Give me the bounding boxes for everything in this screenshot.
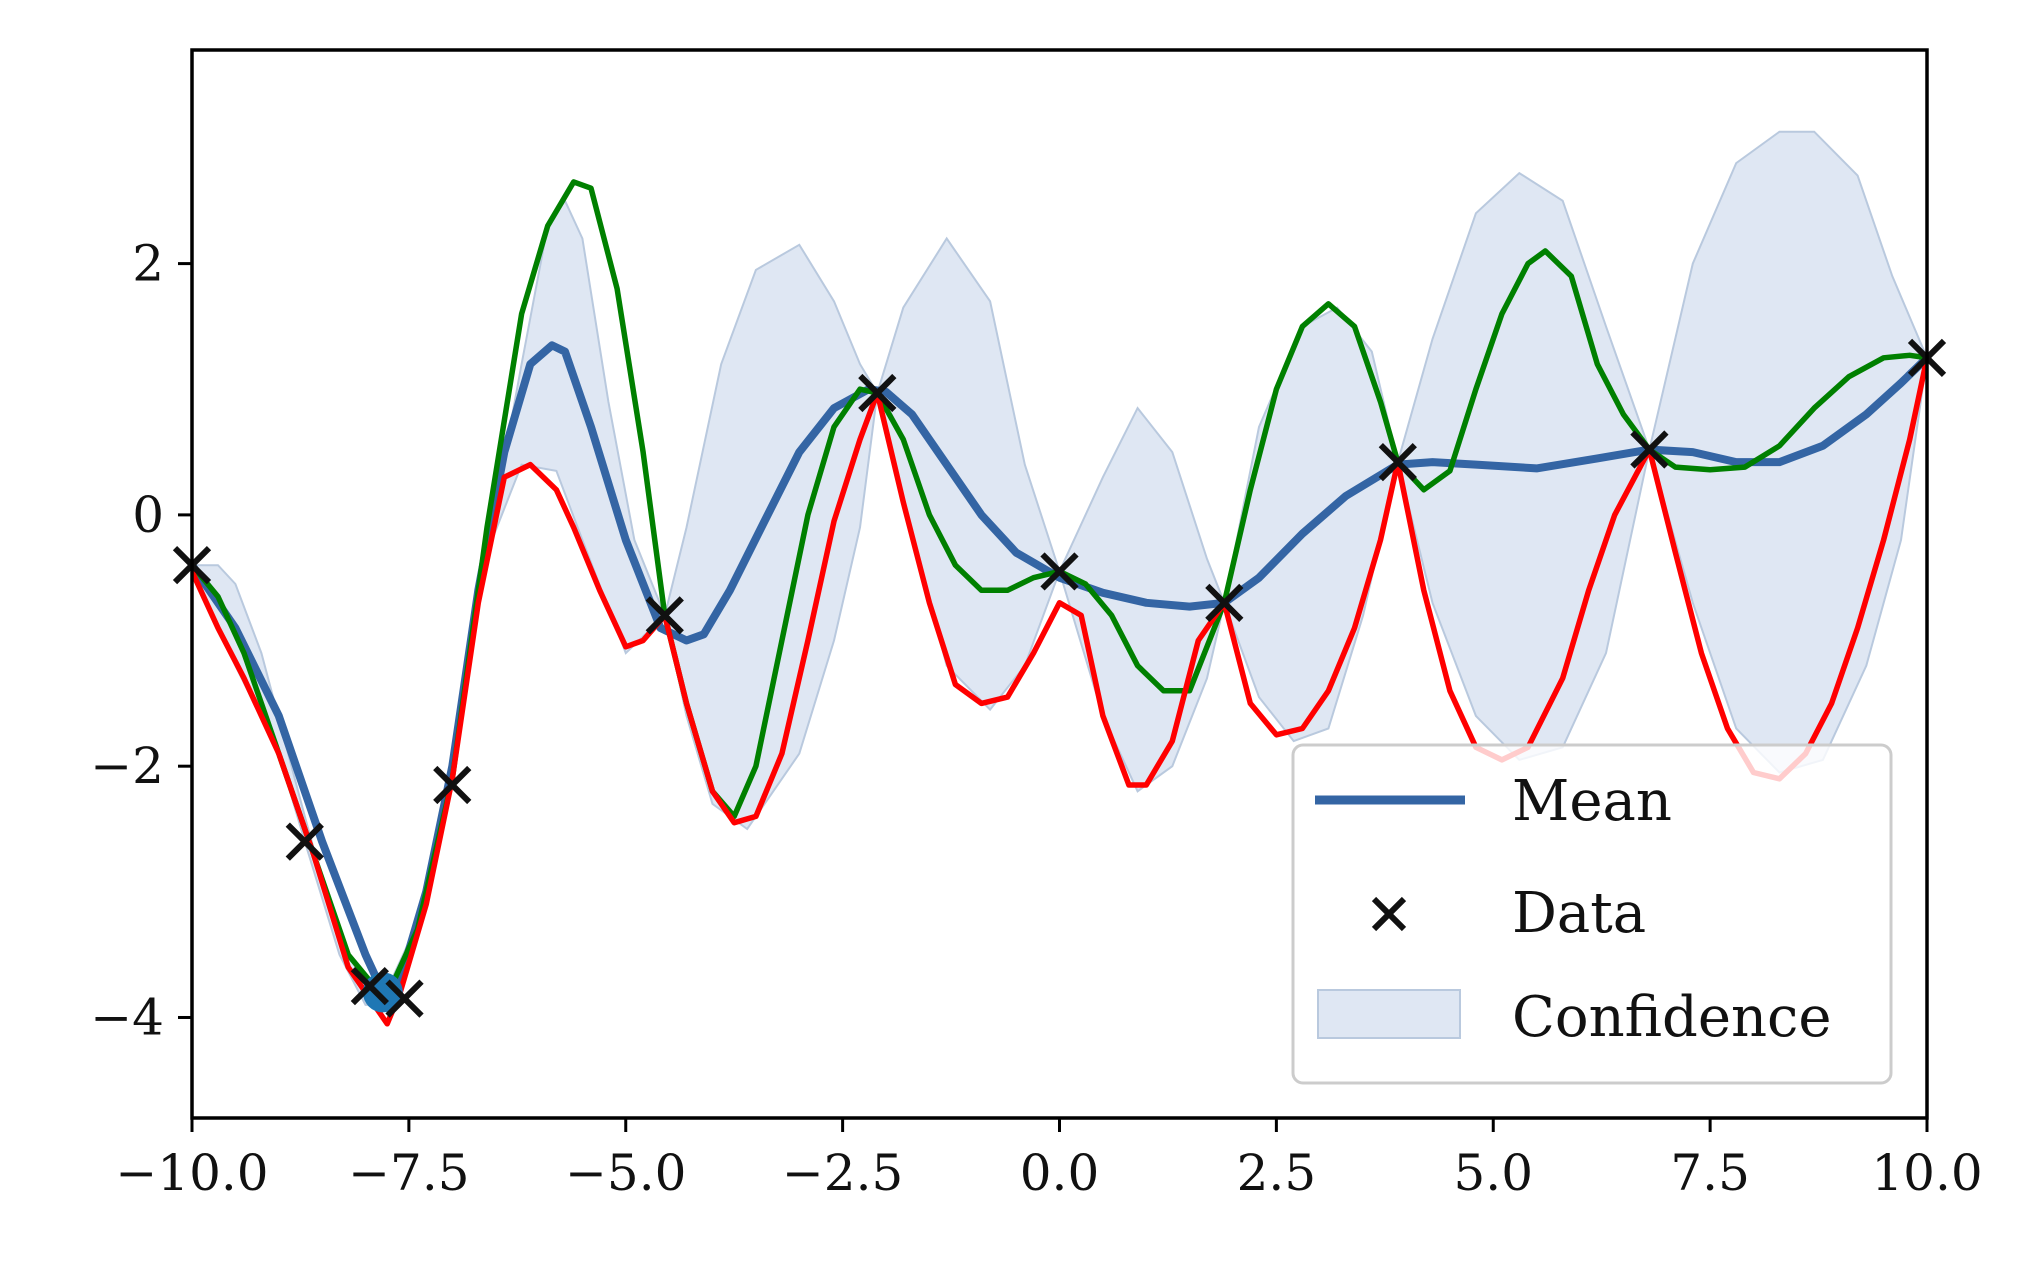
data-point-marker-stroke-b xyxy=(1630,430,1669,469)
legend-data-label: Data xyxy=(1512,881,1646,946)
y-tick-label: −2 xyxy=(90,737,164,795)
x-tick-label: 5.0 xyxy=(1453,1144,1533,1202)
data-point-marker-stroke-b xyxy=(1205,583,1244,622)
x-tick-label: −2.5 xyxy=(782,1144,903,1202)
plot-area xyxy=(172,130,1947,1027)
data-point-marker xyxy=(285,822,324,861)
x-tick-label: −10.0 xyxy=(115,1144,268,1202)
legend-data-marker xyxy=(1371,896,1407,932)
legend: Mean Data Confidence xyxy=(1291,743,1893,1085)
data-point-marker xyxy=(1630,430,1669,469)
data-point-marker xyxy=(385,979,424,1018)
axis-ticks: −10.0 −7.5 −5.0 −2.5 0.0 2.5 5.0 7.5 10.0 −4 −2 0 2 xyxy=(90,235,1982,1202)
data-point-marker-stroke-b xyxy=(385,979,424,1018)
data-point-marker-stroke-b xyxy=(433,765,472,805)
data-point-marker xyxy=(433,765,472,805)
y-tick-label: 2 xyxy=(132,235,164,293)
x-tick-label: 7.5 xyxy=(1670,1144,1750,1202)
data-point-marker xyxy=(645,596,684,635)
data-point-marker-stroke-b xyxy=(350,966,389,1006)
sample-line-green xyxy=(192,179,1927,989)
data-point-marker-stroke-b xyxy=(1378,443,1417,482)
data-point-marker xyxy=(1378,443,1417,482)
confidence-band xyxy=(192,130,1927,1006)
x-tick-label: −7.5 xyxy=(348,1144,469,1202)
sample-line-red xyxy=(192,357,1927,1027)
data-point-marker xyxy=(858,373,897,413)
legend-confidence-label: Confidence xyxy=(1512,985,1832,1050)
data-point-marker xyxy=(1205,583,1244,622)
data-point-marker-stroke-b xyxy=(1040,552,1079,591)
legend-confidence-swatch xyxy=(1317,989,1461,1039)
plot-content xyxy=(192,130,1927,1027)
x-tick-label: −5.0 xyxy=(565,1144,686,1202)
y-tick-label: −4 xyxy=(90,988,164,1046)
x-tick-label: 10.0 xyxy=(1871,1144,1982,1202)
data-point-marker-stroke-b xyxy=(858,373,897,413)
legend-mean-label: Mean xyxy=(1512,769,1672,834)
y-tick-label: 0 xyxy=(132,486,164,544)
data-point-marker xyxy=(350,966,389,1006)
data-point-marker-stroke-b xyxy=(285,822,324,861)
x-tick-label: 0.0 xyxy=(1020,1144,1100,1202)
x-tick-label: 2.5 xyxy=(1237,1144,1317,1202)
data-point-marker xyxy=(1040,552,1079,591)
legend-data-marker-stroke-b xyxy=(1371,896,1407,932)
data-point-marker-stroke-b xyxy=(645,596,684,635)
